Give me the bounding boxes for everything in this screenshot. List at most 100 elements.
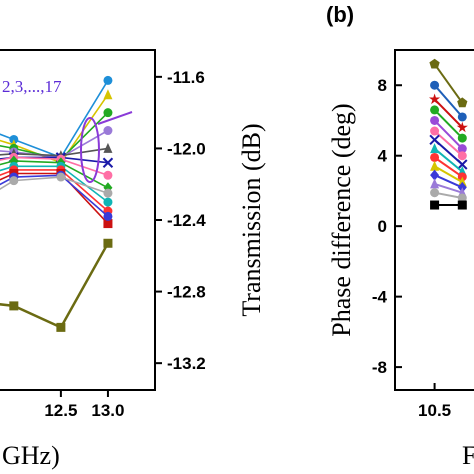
panel-b-series-6-line [433,130,463,157]
panel-b-series-8-line [433,147,463,173]
panel-b-series-1 [429,58,468,108]
panel-b-series-10-point [457,176,467,187]
panel-b-series-4-point [430,105,440,115]
panel-b-y-tick-label: -8 [372,358,387,377]
highlight-ellipse [80,117,100,183]
panel-a-series-13-line [0,174,109,218]
panel-b-series-11-line [434,174,463,189]
panel-b-series-3-point [456,121,468,133]
panel-b-series-7-point [457,159,468,170]
panel-b-y-tick-labels: 8 4 0 -4 -8 [372,76,388,377]
panel-a-series-3-point [103,89,113,100]
panel-b-x-tick-labels: 10.5 [418,401,451,420]
panel-a-series-10-point [103,197,113,207]
panel-b-series-5-line [433,119,464,150]
panel-a-tick-marks [59,75,162,397]
panel-a-y-tick-label: -12.8 [167,283,206,302]
panel-b-series-4-point [457,133,467,143]
panel-b-y-axis-label: Phase difference (deg) [327,103,356,336]
panel-a-series-14 [0,172,113,198]
panel-a-series-1 [0,238,113,332]
panel-a-series-1-point [9,301,19,311]
panel-a-y-tick-labels: -11.6 -12.0 -12.4 -12.8 -13.2 [167,68,206,373]
panel-b-x-tick-label: 10.5 [418,401,451,420]
panel-b-series-6-point [457,151,467,161]
panel-a: 2,3,...,17 12.5 13.0 -11.6 -12.0 -12.4 -12.8… [0,49,266,470]
panel-b-x-axis-label: F [462,441,474,470]
panel-a-y-tick-label: -12.0 [167,139,206,158]
panel-b-plot-frame [394,49,474,391]
panel-b-series-4-line [433,109,464,139]
panel-a-series-8-line [0,156,109,177]
panel-b-series-1-point [429,58,440,69]
panel-b-series-5 [430,115,467,154]
panel-b-series-10-point [430,160,440,171]
panel-b-series-14-point [457,200,467,210]
series-range-annotation: 2,3,...,17 [2,77,62,96]
panel-a-series-12-line [0,172,109,225]
panel-a-series-6-point [103,142,113,153]
panel-b-series-13 [430,188,467,203]
panel-a-y-axis-label: Transmission (dB) [237,123,266,316]
panel-b-series-7-point [429,134,440,146]
panel-a-series-7-line [0,156,108,164]
panel-b-series-2 [430,80,467,122]
panel-a-series-8-point [103,170,113,180]
panel-a-y-tick-label: -12.4 [167,211,206,230]
panel-b-series-9-line [434,156,463,178]
panel-b-series-5-point [430,115,440,125]
panel-a-series-6-line [0,147,109,157]
panel-a-series [0,75,114,332]
panel-b-series-4 [430,105,467,143]
panel-a-x-tick-label: 13.0 [91,401,124,420]
panel-b-series-1-point [457,97,468,108]
panel-b-series-1-line [433,63,464,104]
panel-a-series-14-line [0,176,109,194]
panel-b-series-6 [430,126,467,161]
panel-b-series-13-point [457,193,467,203]
panel-b-series-3-point [429,93,441,105]
panel-b-series [429,58,468,210]
panel-a-x-axis-label: GHz) [2,441,60,470]
panel-a-y-tick-label: -13.2 [167,354,206,373]
panel-a-series-4-point [103,108,113,118]
panel-b-series-7 [429,134,468,170]
panel-a-series-7-point [102,157,114,168]
panel-a-series-5-point [103,126,113,136]
panel-a-series-2-line [0,79,109,159]
panel-b-series-3-line [433,98,464,129]
panel-a-series-12-point [103,219,113,229]
panel-b-label: (b) [326,2,354,27]
panel-b-series-8-point [430,143,440,154]
panel-a-series-14-point [56,172,66,182]
panel-a-series-13-point [103,211,113,221]
panel-b-series-9 [430,152,467,182]
panel-a-series-14-point [9,176,19,186]
panel-b: (b) 10.5 8 4 0 -4 -8 F Phase difference (deg… [326,2,474,470]
panel-b-series-5-point [457,144,467,154]
panel-b-tick-marks [395,84,436,390]
panel-b-series-10-line [434,165,463,183]
panel-a-series-1-point [56,322,66,332]
panel-b-y-tick-label: -4 [372,288,388,307]
panel-b-y-tick-label: 0 [378,217,387,236]
panel-b-series-13-line [434,191,463,199]
highlight-pointer [97,111,133,125]
panel-a-series-10-line [0,165,109,203]
panel-a-series-1-line [0,242,109,330]
panel-b-series-10 [430,160,467,187]
panel-a-series-11-line [0,169,109,212]
panel-a-series-1-point [103,238,113,248]
panel-b-series-2-line [433,84,464,118]
panel-a-series-4-line [0,112,109,161]
panel-b-series-2-point [430,80,440,90]
panel-b-series-12-line [434,182,463,194]
panel-b-series-9-point [430,152,440,162]
panel-b-y-tick-label: 8 [378,76,387,95]
panel-a-x-tick-labels: 12.5 13.0 [44,401,124,420]
panel-b-series-12-point [430,178,440,189]
panel-b-series-3 [429,93,468,133]
panel-a-x-tick-label: 12.5 [44,401,77,420]
panel-b-y-tick-label: 4 [378,147,388,166]
